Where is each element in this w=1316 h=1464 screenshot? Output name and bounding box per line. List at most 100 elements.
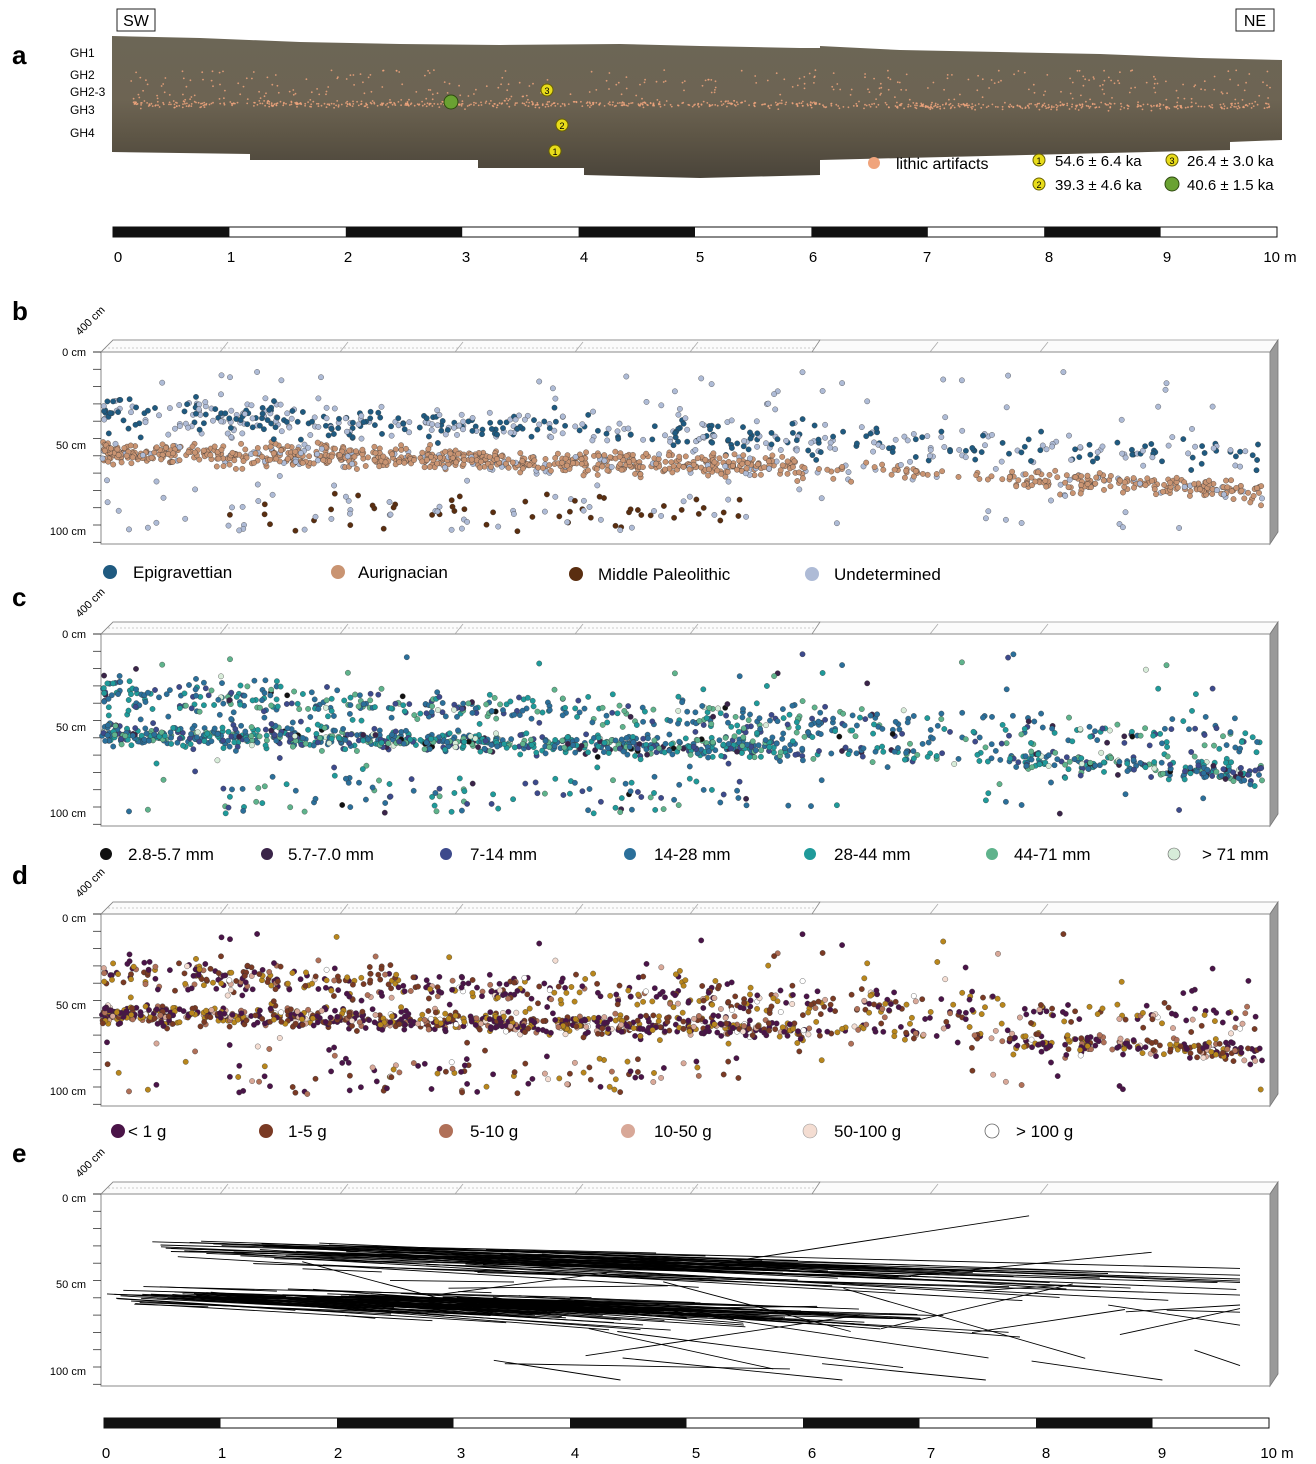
artifact-point [627,506,634,513]
section-dot [713,91,716,94]
artifact-point [976,734,983,741]
section-dot [431,105,434,107]
artifact-point [822,996,828,1003]
artifact-point [651,508,657,514]
section-dot [915,102,918,105]
artifact-point [170,450,176,457]
section-dot [187,105,190,108]
section-dot [779,93,782,96]
section-dot [381,104,383,106]
artifact-point [301,808,308,815]
artifact-point [364,992,371,998]
section-dot [1252,105,1255,107]
section-dot [798,102,801,104]
artifact-point [708,721,715,727]
artifact-point [562,704,568,711]
artifact-point [1031,718,1038,725]
artifact-point [740,734,747,741]
artifact-point [454,714,460,720]
artifact-point [640,735,647,742]
section-dot [1108,102,1111,105]
artifact-point [841,722,848,729]
artifact-point [625,703,632,709]
artifact-point [562,422,568,429]
section-dot [436,103,439,105]
section-dot [223,102,226,105]
artifact-point [985,476,991,483]
artifact-point [1249,734,1256,741]
artifact-point [301,526,308,533]
section-dot [588,91,591,93]
artifact-point [453,459,459,466]
section-dot [1176,104,1179,107]
artifact-point [1181,776,1188,783]
section-dot [941,103,944,106]
artifact-point [583,449,589,456]
artifact-point [629,806,635,813]
artifact-point [795,724,802,731]
section-dot [352,74,355,76]
section-dot [500,83,502,86]
section-dot [728,102,731,105]
section-dot [346,103,349,105]
panel-d-tick-0: 0 cm [62,913,86,925]
section-dot [612,101,614,103]
artifact-point [718,753,725,759]
artifact-point [970,728,977,735]
artifact-point [609,709,616,716]
artifact-point [168,741,175,747]
box-top-hatched [100,621,821,635]
artifact-point [465,418,472,425]
artifact-point [448,497,455,504]
section-dot [428,72,431,74]
artifact-point [190,746,197,753]
artifact-point [372,953,379,960]
section-dot [990,79,993,81]
section-dot [186,102,188,105]
artifact-point [649,436,656,443]
section-dot [953,98,956,101]
artifact-point [662,432,668,439]
artifact-point [1137,760,1144,766]
artifact-point [1131,484,1137,491]
artifact-point [1045,752,1052,759]
section-dot [134,102,137,105]
artifact-point [442,746,448,753]
artifact-point [196,401,203,408]
section-dot [501,76,504,79]
artifact-point [1018,520,1025,526]
legend-b-aurignacian-swatch [331,565,345,579]
scale-top-tick-4: 4 [580,249,588,266]
section-dot [641,103,644,106]
artifact-point [289,408,296,414]
artifact-point [339,802,346,808]
artifact-point [400,420,407,427]
panel-b-tick-0: 0 cm [62,347,86,359]
artifact-point [780,706,786,712]
artifact-point [426,746,433,752]
artifact-point [675,693,682,700]
artifact-point [755,461,761,468]
artifact-point [519,707,526,714]
artifact-point [406,429,412,436]
artifact-point [717,517,724,524]
artifact-point [909,1014,915,1021]
section-dot [352,103,355,105]
artifact-point [242,411,248,417]
section-dot [1137,101,1139,104]
artifact-point [693,778,700,785]
artifact-point [1069,490,1076,496]
artifact-point [1230,769,1237,776]
artifact-point [432,790,439,796]
artifact-point [551,743,558,749]
artifact-point [517,751,524,758]
panel-c: c 400 cm 0 cm 50 cm 100 cm 2.8-5.7 mm 5.… [12,582,1279,864]
artifact-point [627,431,634,438]
artifact-point [1018,802,1025,808]
section-dot [146,83,149,86]
artifact-point [1022,471,1029,478]
artifact-point [99,455,106,462]
artifact-point [123,452,130,459]
section-dot [589,106,591,108]
section-dot [625,87,628,90]
